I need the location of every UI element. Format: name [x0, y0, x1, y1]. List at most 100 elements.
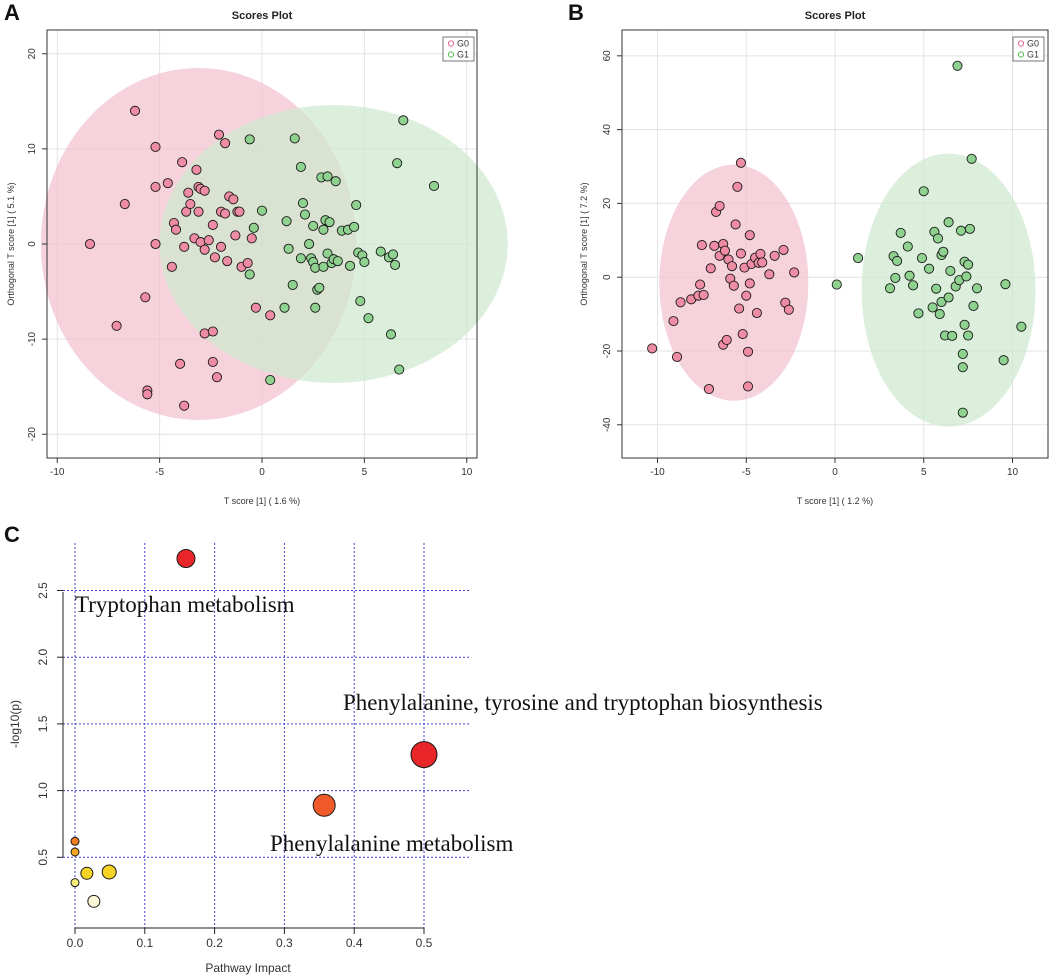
x-tick-label: -5 [742, 467, 751, 478]
pathway-bubble [70, 878, 80, 888]
score-point-g0 [647, 343, 658, 354]
score-point-g1 [971, 283, 983, 294]
score-point-g1 [884, 283, 896, 294]
x-tick-label: 0.3 [276, 936, 293, 950]
legend-g0-label: G0 [457, 39, 469, 49]
pathway-bubble [410, 741, 438, 769]
pathway-bubble [70, 847, 80, 857]
score-point-g1 [295, 161, 306, 173]
score-point-g1 [963, 259, 974, 270]
score-point-g0 [228, 194, 239, 205]
score-point-g0 [191, 164, 202, 175]
score-point-g0 [703, 383, 715, 395]
score-point-g0 [207, 219, 218, 231]
score-point-g0 [727, 261, 738, 272]
score-point-g1 [287, 279, 298, 290]
score-point-g1 [349, 221, 360, 232]
score-point-g0 [735, 248, 746, 259]
score-point-g0 [751, 307, 762, 319]
score-point-g0 [220, 208, 231, 219]
y-tick-label: 1.0 [36, 782, 50, 799]
panel-letter-b: B [568, 0, 584, 25]
y-tick-label: 1.5 [36, 715, 50, 732]
panel-c-ylabel: -log10(p) [8, 700, 22, 748]
score-point-g0 [207, 326, 218, 337]
score-point-g1 [265, 374, 276, 386]
legend-g1-marker [1017, 51, 1025, 58]
x-tick-label: 5 [921, 467, 927, 478]
score-point-g0 [714, 200, 725, 212]
score-point-g0 [734, 303, 745, 314]
score-point-g0 [150, 141, 161, 153]
score-point-g0 [119, 199, 130, 210]
legend-g0-label: G0 [1027, 39, 1039, 49]
score-point-g0 [705, 263, 716, 274]
score-point-g0 [84, 238, 96, 250]
score-point-g0 [265, 310, 276, 321]
score-point-g0 [181, 206, 192, 217]
score-point-g1 [304, 238, 315, 250]
score-point-g0 [215, 241, 227, 252]
score-point-g0 [735, 157, 746, 168]
annotation-tryptophan-metabolism: Tryptophan metabolism [75, 592, 295, 617]
score-point-g1 [902, 241, 913, 252]
x-tick-label: -5 [155, 467, 164, 478]
score-point-g1 [310, 302, 321, 313]
pathway-bubble [80, 866, 94, 880]
score-point-g1 [1000, 279, 1011, 290]
score-point-g1 [853, 252, 864, 264]
score-point-g1 [299, 209, 311, 220]
panel-c-ticks: 0.0 0.1 0.2 0.3 0.4 0.5 0.5 1.0 1.5 2.0 2.5 [36, 582, 433, 950]
score-point-g0 [709, 240, 720, 251]
score-point-g0 [755, 248, 766, 260]
score-point-g1 [297, 198, 309, 209]
y-tick-label: -40 [602, 417, 613, 432]
score-point-g0 [209, 252, 220, 263]
x-tick-label: -10 [650, 467, 665, 478]
legend-box [1012, 36, 1045, 62]
score-point-g0 [732, 181, 743, 192]
score-point-g0 [177, 157, 188, 168]
score-point-g1 [318, 261, 329, 272]
score-point-g1 [322, 248, 333, 259]
x-tick-label: 0 [832, 467, 838, 478]
panel-b: B Scores Plot -10 -5 0 5 10 -40 -20 0 20 40 60 G0 … [568, 0, 1049, 506]
panel-c-gridlines [63, 543, 470, 928]
score-point-g1 [295, 253, 306, 264]
score-point-g1 [385, 329, 397, 340]
score-point-g1 [892, 255, 903, 267]
score-point-g0 [199, 328, 210, 339]
score-point-g1 [281, 216, 292, 227]
score-point-g1 [283, 243, 294, 254]
y-tick-label: -20 [27, 427, 38, 442]
annotation-phe-tyr-trp-biosynthesis: Phenylalanine, tyrosine and tryptophan b… [343, 690, 823, 715]
score-point-g1 [998, 355, 1009, 366]
panel-a-xlabel: T score [1] ( 1.6 %) [224, 496, 300, 506]
score-point-g1 [248, 222, 259, 233]
score-point-g1 [961, 271, 972, 282]
score-point-g1 [904, 270, 915, 281]
score-point-g0 [183, 187, 194, 198]
panel-a-points [84, 105, 440, 411]
panel-c-xlabel: Pathway Impact [205, 961, 291, 975]
score-point-g1 [324, 217, 335, 228]
score-point-g0 [789, 267, 800, 278]
score-point-g0 [769, 250, 780, 261]
legend-g1-label: G1 [1027, 50, 1039, 60]
x-tick-label: 0.4 [346, 936, 363, 950]
score-point-g1 [314, 282, 325, 293]
x-tick-label: -10 [50, 467, 65, 478]
score-point-g1 [351, 199, 362, 211]
score-point-g1 [256, 205, 268, 216]
score-point-g0 [234, 206, 245, 217]
y-tick-label: 20 [27, 48, 38, 60]
panel-b-xlabel: T score [1] ( 1.2 %) [797, 496, 873, 506]
score-point-g0 [179, 241, 190, 252]
x-tick-label: 0.0 [67, 936, 84, 950]
panel-a: A Scores Plot -10 -5 0 5 10 -20 -10 0 10 20 G0 G1… [4, 0, 508, 506]
score-point-g1 [957, 362, 968, 373]
panel-a-ticks: -10 -5 0 5 10 -20 -10 0 10 20 [27, 48, 473, 478]
score-point-g1 [918, 186, 929, 197]
x-tick-label: 0.2 [206, 936, 223, 950]
score-point-g0 [150, 181, 161, 192]
